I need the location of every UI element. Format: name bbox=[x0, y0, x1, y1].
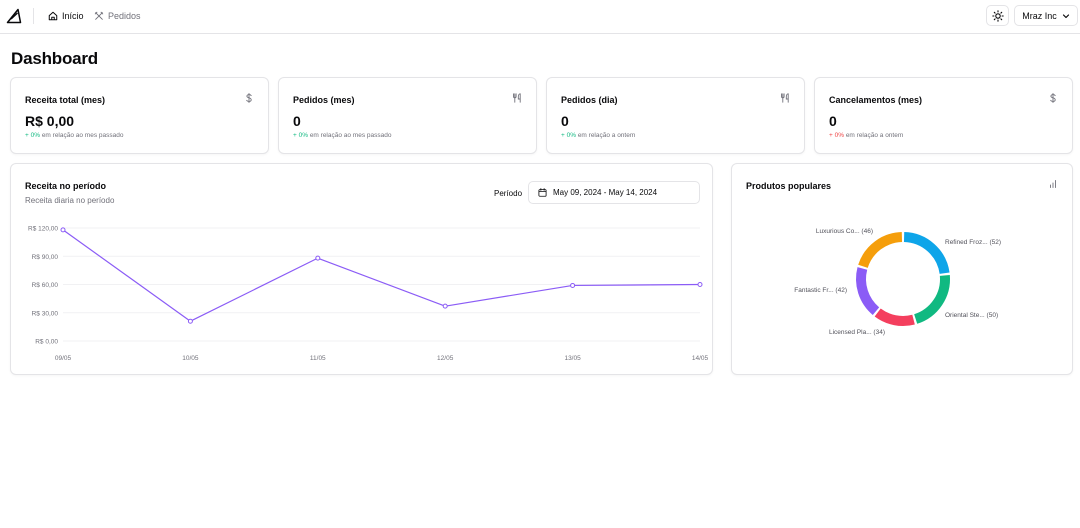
data-point[interactable] bbox=[60, 227, 66, 233]
metric-value: 0 bbox=[293, 113, 301, 129]
metric-title: Cancelamentos (mes) bbox=[829, 95, 923, 105]
y-tick-label: R$ 90,00 bbox=[32, 254, 59, 261]
delta-percent: + 0% bbox=[293, 132, 308, 139]
x-tick-label: 10/05 bbox=[182, 355, 199, 362]
metric-value: 0 bbox=[829, 113, 837, 129]
metric-delta: + 0% em relação a ontem bbox=[561, 132, 635, 139]
y-tick-label: R$ 120,00 bbox=[28, 226, 58, 233]
date-range-value: May 09, 2024 - May 14, 2024 bbox=[553, 188, 658, 197]
top-navbar: Início Pedidos Mraz Inc bbox=[0, 0, 1080, 34]
donut-slice[interactable] bbox=[856, 267, 880, 315]
y-tick-label: R$ 60,00 bbox=[32, 282, 59, 289]
slice-name: Oriental Ste... bbox=[945, 312, 985, 319]
dollar-icon bbox=[246, 93, 252, 103]
delta-description: em relação a ontem bbox=[577, 132, 636, 139]
data-point[interactable] bbox=[442, 303, 448, 309]
theme-toggle-button[interactable] bbox=[986, 5, 1009, 26]
dollar-icon bbox=[1050, 93, 1056, 103]
bar-chart-icon bbox=[1050, 180, 1056, 188]
home-icon bbox=[48, 11, 58, 21]
data-point[interactable] bbox=[187, 318, 193, 324]
calendar-icon bbox=[538, 188, 547, 197]
header-divider bbox=[33, 8, 34, 24]
delta-percent: + 0% bbox=[829, 132, 844, 139]
slice-label: Licensed Pla... (34) bbox=[829, 329, 885, 336]
chevron-down-icon bbox=[1062, 13, 1069, 18]
slice-label: Oriental Ste... (50) bbox=[945, 312, 998, 319]
sun-icon bbox=[991, 9, 1004, 22]
metric-title: Receita total (mes) bbox=[25, 95, 106, 105]
nav-link-orders[interactable]: Pedidos bbox=[94, 9, 141, 23]
x-tick-label: 13/05 bbox=[564, 355, 581, 362]
slice-value: (50) bbox=[985, 312, 998, 319]
period-label: Período bbox=[494, 189, 523, 198]
revenue-card-title: Receita no período bbox=[25, 181, 107, 191]
revenue-series-line bbox=[62, 229, 701, 322]
slice-value: (52) bbox=[988, 239, 1001, 246]
slice-name: Refined Froz... bbox=[945, 239, 988, 246]
slice-label: Luxurious Co... (46) bbox=[816, 228, 873, 235]
revenue-card-subtitle: Receita diaria no período bbox=[25, 196, 115, 205]
data-point[interactable] bbox=[315, 255, 321, 261]
slice-label: Refined Froz... (52) bbox=[945, 239, 1001, 246]
delta-description: em relação ao mes passado bbox=[41, 132, 124, 139]
utensils-icon bbox=[781, 93, 789, 103]
page-title: Dashboard bbox=[11, 49, 98, 68]
pizza-logo-icon[interactable] bbox=[6, 8, 22, 24]
metric-card-daily-orders: Pedidos (dia) 0 + 0% em relação a ontem bbox=[546, 77, 805, 154]
data-point[interactable] bbox=[570, 282, 576, 288]
x-tick-label: 14/05 bbox=[692, 355, 709, 362]
data-point[interactable] bbox=[697, 282, 703, 287]
utensils-crossed-icon bbox=[94, 11, 104, 20]
donut-slice[interactable] bbox=[903, 232, 950, 275]
slice-name: Fantastic Fr... bbox=[794, 287, 834, 294]
nav-link-home[interactable]: Início bbox=[48, 9, 84, 23]
metric-delta: + 0% em relação ao mes passado bbox=[25, 132, 123, 139]
metric-card-monthly-cancellations: Cancelamentos (mes) 0 + 0% em relação a … bbox=[814, 77, 1073, 154]
date-range-picker[interactable]: May 09, 2024 - May 14, 2024 bbox=[528, 181, 700, 204]
utensils-icon bbox=[513, 93, 521, 103]
y-tick-label: R$ 0,00 bbox=[35, 339, 58, 346]
metric-title: Pedidos (dia) bbox=[561, 95, 618, 105]
nav-orders-label: Pedidos bbox=[108, 11, 141, 21]
slice-name: Licensed Pla... bbox=[829, 329, 872, 336]
x-tick-label: 11/05 bbox=[310, 355, 326, 362]
slice-value: (46) bbox=[860, 228, 873, 235]
delta-description: em relação ao mes passado bbox=[309, 132, 392, 139]
x-tick-label: 09/05 bbox=[55, 355, 72, 362]
donut-slice[interactable] bbox=[874, 308, 915, 326]
metric-title: Pedidos (mes) bbox=[293, 95, 355, 105]
slice-value: (42) bbox=[834, 287, 847, 294]
delta-percent: + 0% bbox=[25, 132, 40, 139]
account-menu-button[interactable]: Mraz Inc bbox=[1014, 5, 1078, 26]
revenue-line-chart: R$ 0,00 R$ 30,00 R$ 60,00 R$ 90,00 R$ 120,00… bbox=[28, 226, 709, 363]
metric-card-monthly-revenue: Receita total (mes) R$ 0,00 + 0% em rela… bbox=[10, 77, 269, 154]
metric-value: 0 bbox=[561, 113, 569, 129]
popular-products-donut-chart: Refined Froz... (52) Oriental Ste... (50)… bbox=[794, 228, 1001, 336]
metric-card-monthly-orders: Pedidos (mes) 0 + 0% em relação ao mes p… bbox=[278, 77, 537, 154]
donut-slice[interactable] bbox=[858, 232, 903, 269]
slice-value: (34) bbox=[872, 329, 885, 336]
metric-delta: + 0% em relação a ontem bbox=[829, 132, 903, 139]
popular-products-title: Produtos populares bbox=[746, 181, 832, 191]
slice-label: Fantastic Fr... (42) bbox=[794, 287, 847, 294]
org-name: Mraz Inc bbox=[1022, 10, 1057, 21]
nav-home-label: Início bbox=[62, 11, 84, 21]
x-tick-label: 12/05 bbox=[437, 355, 454, 362]
metric-value: R$ 0,00 bbox=[25, 113, 75, 129]
y-tick-label: R$ 30,00 bbox=[32, 310, 59, 317]
revenue-chart-card: R$ 0,00 R$ 30,00 R$ 60,00 R$ 90,00 R$ 120,00… bbox=[10, 163, 713, 375]
metric-delta: + 0% em relação ao mes passado bbox=[293, 132, 391, 139]
delta-percent: + 0% bbox=[561, 132, 576, 139]
delta-description: em relação a ontem bbox=[845, 132, 904, 139]
popular-products-card: Refined Froz... (52) Oriental Ste... (50)… bbox=[731, 163, 1073, 375]
slice-name: Luxurious Co... bbox=[816, 228, 860, 235]
donut-slice[interactable] bbox=[913, 274, 950, 324]
